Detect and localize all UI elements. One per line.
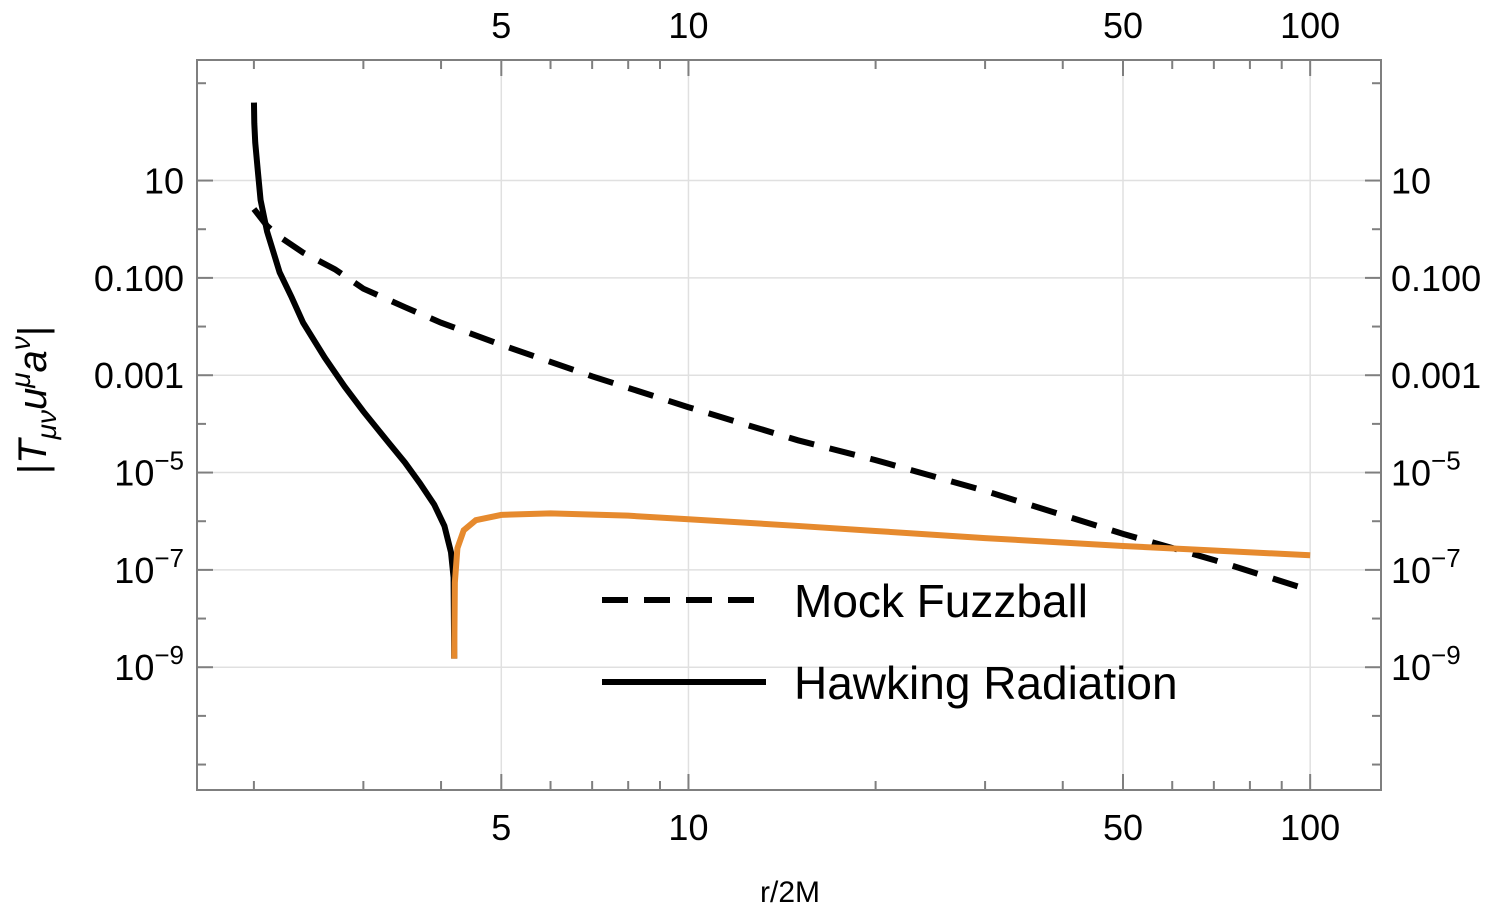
y-tick-label-left: 0.100 xyxy=(94,258,184,299)
legend: Mock Fuzzball Hawking Radiation xyxy=(602,575,1178,709)
x-tick-label-top: 50 xyxy=(1103,5,1143,46)
series-mock-fuzzball-line xyxy=(251,207,1312,594)
x-tick-label-top: 5 xyxy=(491,5,511,46)
series-hawking-radiation-line xyxy=(250,102,458,659)
x-tick-label-bottom: 50 xyxy=(1103,807,1143,848)
x-axis-label: r/2M xyxy=(760,876,820,909)
series-hawking-radiation-orange-line xyxy=(451,510,1311,659)
tick-labels: 5 5 10 10 50 50 100 100 10 10 0.100 0.100 0.001 0.001… xyxy=(94,5,1481,848)
y-tick-label-left: 10−5 xyxy=(114,446,184,494)
y-tick-label-left: 10 xyxy=(144,161,184,202)
y-tick-label-right: 10−5 xyxy=(1391,446,1461,494)
y-tick-label-right: 0.100 xyxy=(1391,258,1481,299)
y-tick-label-left: 10−7 xyxy=(114,543,184,591)
legend-hawking-radiation-label: Hawking Radiation xyxy=(794,657,1178,709)
x-tick-label-bottom: 5 xyxy=(491,807,511,848)
y-tick-label-left: 10−9 xyxy=(114,640,184,688)
x-tick-label-bottom: 100 xyxy=(1280,807,1340,848)
y-tick-label-right: 10−9 xyxy=(1391,640,1461,688)
x-tick-label-top: 10 xyxy=(668,5,708,46)
plot-frame xyxy=(196,59,1382,791)
x-tick-label-bottom: 10 xyxy=(668,807,708,848)
legend-mock-fuzzball-label: Mock Fuzzball xyxy=(794,575,1088,627)
x-tick-label-top: 100 xyxy=(1280,5,1340,46)
y-tick-label-left: 0.001 xyxy=(94,355,184,396)
y-tick-label-right: 10 xyxy=(1391,161,1431,202)
y-tick-label-right: 0.001 xyxy=(1391,355,1481,396)
grid xyxy=(197,60,1381,790)
tick-marks xyxy=(197,60,1381,790)
y-axis-label: |Tμνuμaν| xyxy=(5,326,62,474)
series-group xyxy=(250,102,1312,659)
y-tick-label-right: 10−7 xyxy=(1391,543,1461,591)
